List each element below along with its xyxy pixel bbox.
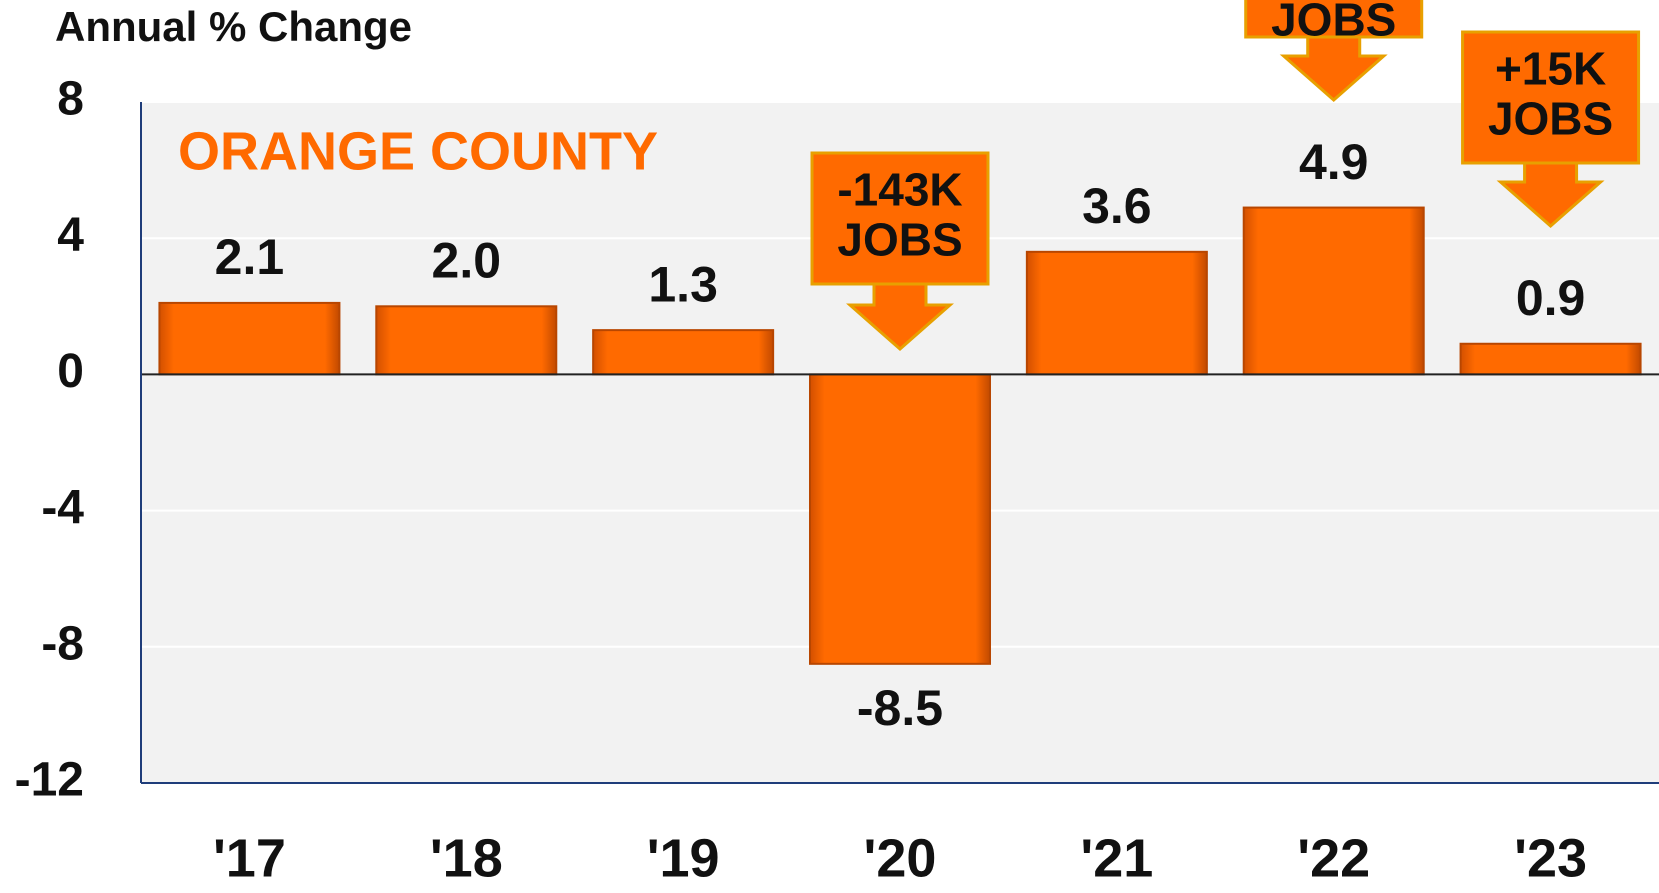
y-tick-label: -12 <box>15 754 84 807</box>
callout-arrow <box>846 282 954 351</box>
x-tick-label: '23 <box>1514 828 1587 888</box>
callout-text: JOBS <box>1488 93 1613 145</box>
x-tick-label: '18 <box>430 828 503 888</box>
y-tick-label: 8 <box>57 73 84 126</box>
y-tick-label: 4 <box>57 209 84 262</box>
bar <box>158 301 341 376</box>
x-tick-label: '19 <box>647 828 720 888</box>
y-axis-label: Annual % Change <box>55 3 412 50</box>
callout-box <box>810 151 990 286</box>
bar <box>1025 250 1208 376</box>
value-label: 2.1 <box>215 229 285 285</box>
callout-box <box>1461 30 1641 165</box>
x-tick-label: '20 <box>864 828 937 888</box>
callout-box <box>1244 0 1424 39</box>
bar <box>1459 342 1642 376</box>
value-label: 1.3 <box>648 256 718 312</box>
callout-text: +15K <box>1495 43 1606 95</box>
chart-title: ORANGE COUNTY <box>178 121 658 181</box>
value-label: 2.0 <box>432 233 502 289</box>
y-tick-label: 0 <box>57 345 84 398</box>
value-label: 0.9 <box>1516 270 1586 326</box>
callout-text: JOBS <box>1271 0 1396 46</box>
y-tick-label: -4 <box>41 481 84 534</box>
y-tick-label: -8 <box>41 617 84 670</box>
value-label: 4.9 <box>1299 134 1369 190</box>
bar <box>592 329 775 376</box>
x-tick-label: '17 <box>213 828 286 888</box>
value-label: 3.6 <box>1082 178 1152 234</box>
callout-text: -143K <box>837 164 962 216</box>
x-tick-label: '21 <box>1080 828 1153 888</box>
callout-arrow <box>1496 161 1605 228</box>
bar <box>375 305 558 376</box>
bar <box>809 373 991 665</box>
callout-text: JOBS <box>837 214 962 266</box>
x-tick-label: '22 <box>1297 828 1370 888</box>
callout-arrow <box>1279 35 1388 102</box>
value-label: -8.5 <box>857 680 943 736</box>
bar <box>1242 206 1425 376</box>
